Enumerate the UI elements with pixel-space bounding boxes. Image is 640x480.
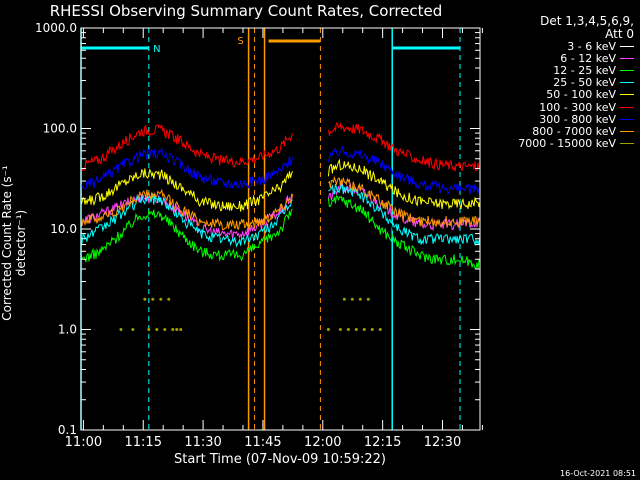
legend-entry: 3 - 6 keV: [518, 39, 634, 53]
legend-label: 6 - 12 keV: [560, 51, 616, 65]
series-5: [80, 122, 481, 173]
series-line-segment: [327, 122, 481, 172]
annotation-layer: NS: [80, 28, 461, 430]
data-point: [119, 328, 123, 331]
legend: 3 - 6 keV 6 - 12 keV 12 - 25 keV 25 - 50 ke…: [518, 40, 634, 150]
series-4: [80, 158, 481, 212]
y-tick-label: 1000.0: [35, 21, 77, 35]
data-point: [342, 297, 346, 301]
x-tick-label: 12:30: [424, 435, 461, 450]
data-point: [143, 297, 147, 301]
annotation-1: [391, 28, 461, 430]
data-point: [131, 328, 135, 331]
legend-entry: 7000 - 15000 keV: [518, 137, 634, 151]
legend-label: 50 - 100 keV: [546, 88, 616, 102]
series-7: [80, 175, 481, 231]
x-tick-label: 11:15: [125, 435, 162, 450]
annotation-label: N: [153, 44, 160, 55]
legend-entry: 300 - 800 keV: [518, 112, 634, 126]
x-tick-label: 11:30: [184, 435, 221, 450]
series-line-segment: [80, 124, 293, 173]
data-point: [175, 328, 179, 331]
y-axis-label: Corrected Count Rate (s⁻¹ detector⁻¹): [0, 165, 28, 321]
data-point: [338, 328, 342, 331]
series-line-segment: [327, 195, 481, 270]
series-8: [119, 297, 382, 331]
legend-swatch: [620, 106, 634, 108]
legend-swatch: [620, 130, 634, 132]
series-line-segment: [328, 175, 481, 228]
legend-label: 12 - 25 keV: [553, 63, 616, 77]
annotation-label: S: [237, 36, 243, 47]
data-point: [159, 297, 163, 301]
legend-swatch: [620, 94, 634, 96]
data-point: [167, 297, 171, 301]
data-point: [179, 328, 183, 331]
x-tick-label: 12:00: [304, 435, 341, 450]
data-point: [147, 328, 151, 331]
legend-swatch: [620, 69, 634, 71]
data-point: [151, 297, 155, 301]
legend-swatch: [620, 118, 634, 120]
series-line-segment: [327, 158, 481, 210]
x-axis-label: Start Time (07-Nov-09 10:59:22): [174, 452, 386, 467]
legend-entry: 12 - 25 keV: [518, 63, 634, 77]
annotation-0: N: [80, 28, 161, 430]
data-point: [362, 328, 366, 331]
series-line-segment: [328, 181, 481, 247]
series-line-segment: [80, 188, 293, 231]
legend-entry: 25 - 50 keV: [518, 76, 634, 90]
series-line-segment: [80, 209, 293, 263]
data-point: [378, 328, 382, 331]
data-point: [366, 297, 370, 301]
data-point: [354, 328, 358, 331]
x-tick-label: 11:00: [65, 435, 102, 450]
data-point: [155, 328, 159, 331]
y-tick-label: 0.1: [58, 423, 77, 437]
series-6: [80, 146, 481, 195]
legend-label: 300 - 800 keV: [539, 112, 616, 126]
data-point: [370, 328, 374, 331]
chart-title: RHESSI Observing Summary Count Rates, Co…: [49, 2, 443, 20]
series-3: [80, 181, 481, 248]
data-point: [326, 328, 330, 331]
series-line-segment: [80, 168, 293, 212]
data-point: [358, 297, 362, 301]
attenuator-label: Att 0: [605, 27, 634, 41]
legend-swatch: [620, 82, 634, 84]
legend-entry: 6 - 12 keV: [518, 51, 634, 65]
legend-label: 25 - 50 keV: [553, 76, 616, 90]
y-tick-label: 1.0: [58, 323, 77, 337]
series-line-segment: [327, 200, 481, 247]
data-point: [163, 328, 167, 331]
data-point: [171, 328, 175, 331]
legend-label: 800 - 7000 keV: [532, 124, 616, 138]
data-point: [346, 328, 350, 331]
x-tick-label: 12:15: [364, 435, 401, 450]
series-line-segment: [80, 192, 293, 240]
legend-entry: 50 - 100 keV: [518, 88, 634, 102]
series-2: [80, 195, 481, 270]
legend-label: 100 - 300 keV: [539, 100, 616, 114]
series-layer: [80, 122, 481, 331]
axis-layer: 0.1 1.0 10.0 100.0 1000.0 11:00 11:15 11:30 11:4…: [35, 21, 483, 450]
annotation-3: [268, 28, 321, 430]
legend-swatch: [620, 45, 634, 47]
detectors-label: Det 1,3,4,5,6,9,: [540, 14, 634, 28]
legend-entry: 800 - 7000 keV: [518, 124, 634, 138]
series-line-segment: [80, 146, 293, 190]
series-line-segment: [80, 193, 293, 248]
legend-entry: 100 - 300 keV: [518, 100, 634, 114]
legend-label: 3 - 6 keV: [567, 39, 616, 53]
x-tick-label: 11:45: [244, 435, 281, 450]
legend-label: 7000 - 15000 keV: [518, 137, 616, 151]
legend-swatch: [620, 57, 634, 59]
timestamp-footer: 16-Oct-2021 08:51: [560, 469, 636, 478]
data-point: [350, 297, 354, 301]
legend-swatch: [620, 143, 634, 145]
y-tick-label: 100.0: [43, 122, 77, 136]
series-line-segment: [327, 146, 481, 195]
y-tick-label: 10.0: [50, 222, 77, 236]
